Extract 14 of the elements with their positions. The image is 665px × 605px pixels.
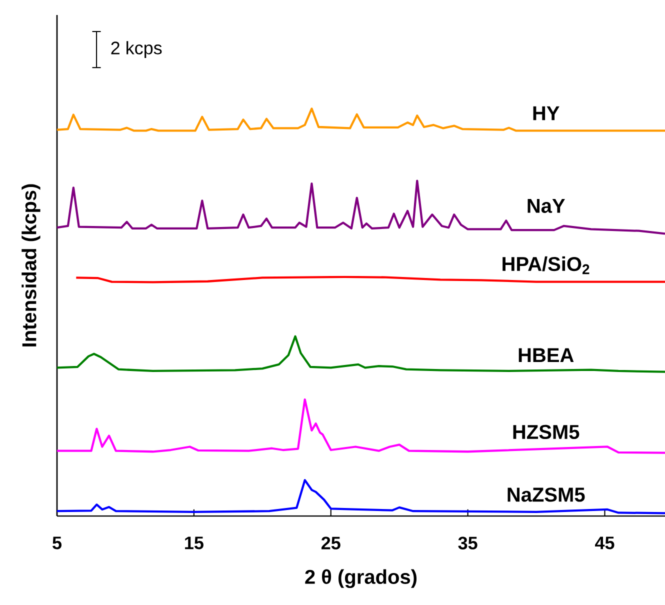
series-label: HBEA	[518, 348, 574, 362]
x-tick-label: 15	[185, 536, 204, 550]
series-label: NaZSM5	[508, 488, 585, 502]
series-label: HZSM5	[513, 424, 580, 440]
series-label: HPA/SiO$_{2}$	[502, 256, 590, 274]
series-label: HY	[533, 106, 560, 120]
x-axis-title: 2 θ (grados)	[305, 569, 417, 588]
series-label: NaY	[528, 199, 565, 213]
x-tick-label: 25	[321, 536, 340, 550]
x-tick-label: 45	[595, 536, 614, 550]
text: 2 kcps	[111, 41, 162, 58]
x-tick-label: 35	[458, 536, 478, 550]
x-tick-label: 5	[52, 536, 62, 550]
y-axis-title: Intensidad (kcps)	[22, 184, 40, 346]
